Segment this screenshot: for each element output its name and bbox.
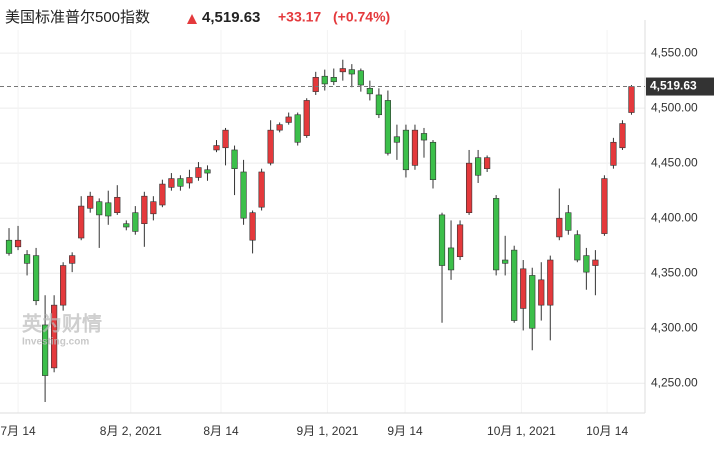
x-tick-label: 10月 1, 2021 <box>487 424 556 438</box>
watermark-en: Investing.com <box>22 337 89 348</box>
candle-body <box>69 255 76 264</box>
y-tick-label: 4,250.00 <box>651 375 698 389</box>
candle-body <box>303 100 310 136</box>
candle-body <box>456 224 464 258</box>
candle-body <box>475 157 482 176</box>
change: +33.17 <box>278 9 321 25</box>
candle-body <box>556 217 563 238</box>
candle-body <box>312 77 319 92</box>
price: 4,519.63 <box>202 9 260 26</box>
candle-body <box>429 141 437 180</box>
last-price-label: 4,519.63 <box>650 79 697 93</box>
y-tick-label: 4,400.00 <box>651 210 698 224</box>
candle-body <box>628 86 635 113</box>
candle-body <box>285 116 292 123</box>
candle-body <box>87 195 94 209</box>
y-tick-label: 4,450.00 <box>651 155 698 169</box>
candle-body <box>78 205 85 239</box>
candle-body <box>5 239 13 254</box>
candle-body <box>96 201 103 216</box>
candle-body <box>132 212 139 232</box>
y-tick-label: 4,500.00 <box>651 100 698 114</box>
candle-body <box>249 212 256 241</box>
candle-body <box>60 265 67 306</box>
candle-body <box>465 162 473 213</box>
candle-body <box>14 239 22 248</box>
candle-body <box>592 259 599 266</box>
candle-body <box>42 324 49 376</box>
candle-body <box>168 178 175 188</box>
candle-body <box>520 268 527 309</box>
candle-body <box>276 124 283 131</box>
candle-body <box>366 88 373 95</box>
candle-body <box>375 94 382 116</box>
candle-body <box>123 223 130 228</box>
candle-body <box>502 259 509 264</box>
y-tick-label: 4,300.00 <box>651 320 698 334</box>
candle-body <box>402 129 410 171</box>
candle-body <box>384 100 391 154</box>
candle-body <box>330 77 337 83</box>
candle-body <box>150 201 157 215</box>
candle-body <box>51 304 58 369</box>
candle-body <box>619 123 626 149</box>
candle-body <box>222 129 229 149</box>
candle-body <box>529 275 536 329</box>
candle-body <box>583 255 590 273</box>
candle-body <box>339 68 346 73</box>
candle-body <box>493 198 500 271</box>
x-tick-label: 9月 14 <box>387 424 423 438</box>
candle-body <box>393 136 401 143</box>
candle-body <box>348 69 355 75</box>
candle-body <box>438 214 446 266</box>
candle-body <box>186 177 193 184</box>
candle-body <box>240 171 247 219</box>
candle-body <box>177 178 184 187</box>
candle-body <box>574 234 581 261</box>
candle-body <box>231 149 238 169</box>
candle-body <box>159 183 166 206</box>
last-price-box <box>646 77 714 96</box>
candle-body <box>411 129 419 166</box>
candle-body <box>547 259 554 306</box>
x-tick-label: 9月 1, 2021 <box>296 424 358 438</box>
candle-body <box>357 70 364 86</box>
candle-body <box>511 249 518 321</box>
x-tick-label: 8月 14 <box>203 424 239 438</box>
candle-body <box>32 255 40 302</box>
candle-body <box>601 178 608 234</box>
up-arrow <box>187 14 197 24</box>
y-tick-label: 4,350.00 <box>651 265 698 279</box>
candle-body <box>538 279 545 306</box>
watermark-cn: 英为财情 <box>22 311 102 335</box>
candle-body <box>141 195 148 225</box>
candle-body <box>321 75 328 85</box>
candle-body <box>294 114 301 143</box>
x-tick-label: 8月 2, 2021 <box>100 424 162 438</box>
candle-body <box>213 145 220 151</box>
candle-body <box>195 167 202 178</box>
plot: 4,250.00 4,300.00 4,350.00 4,400.00 4,450.00… <box>0 20 714 438</box>
candle-body <box>447 247 455 271</box>
candle-body <box>484 157 491 169</box>
candle-body <box>267 129 274 164</box>
candle-body <box>105 202 112 217</box>
change-pct: (+0.74%) <box>333 9 390 25</box>
candle-body <box>204 169 211 174</box>
candle-body <box>565 212 572 231</box>
candle-body <box>23 254 31 264</box>
x-tick-label: 7月 14 <box>0 424 36 438</box>
chart-title: 美国标准普尔500指数 <box>5 9 150 26</box>
x-tick-label: 10月 14 <box>586 424 628 438</box>
y-tick-label: 4,550.00 <box>651 45 698 59</box>
candle-body <box>114 196 121 213</box>
candle-body <box>610 141 617 166</box>
candle-body <box>258 171 265 208</box>
candle-body <box>420 133 428 141</box>
